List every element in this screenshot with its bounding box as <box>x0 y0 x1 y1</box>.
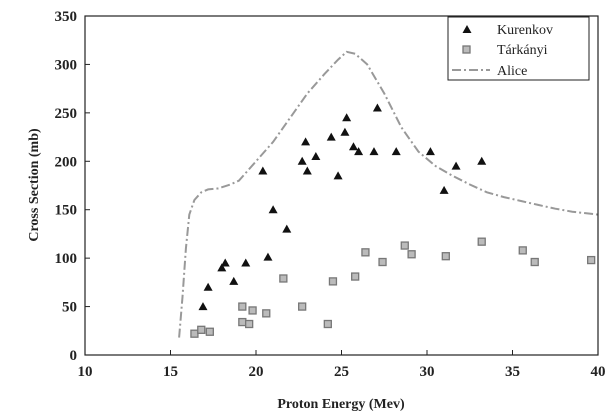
legend-kurenkov-label: Kurenkov <box>497 23 553 38</box>
kurenkov-point <box>348 142 358 151</box>
kurenkov-point <box>369 147 379 156</box>
kurenkov-point <box>326 132 336 141</box>
kurenkov-point <box>372 103 382 112</box>
kurenkov-point <box>297 156 307 165</box>
axis-ticks: 10 15 20 25 30 35 40 0 50 100 150 200 250 300 350 <box>55 9 606 380</box>
kurenkov-point <box>229 276 239 285</box>
y-axis-title: Cross Section (mb) <box>27 128 42 242</box>
tarkanyi-point <box>441 252 450 261</box>
tarkanyi-point <box>407 250 416 259</box>
kurenkov-point <box>258 166 268 175</box>
kurenkov-point <box>451 161 461 170</box>
tarkanyi-point <box>298 302 307 311</box>
x-tick-label: 15 <box>163 364 178 380</box>
tarkanyi-point <box>400 241 409 250</box>
data-points-layer <box>190 103 596 338</box>
tarkanyi-point <box>361 248 370 257</box>
kurenkov-point <box>301 137 311 146</box>
alice-curve <box>178 50 599 338</box>
tarkanyi-point <box>190 329 199 338</box>
tarkanyi-point <box>518 246 527 255</box>
tarkanyi-point <box>328 277 338 286</box>
y-tick-label: 50 <box>62 300 77 316</box>
kurenkov-point <box>333 171 343 180</box>
legend-tarkanyi-marker <box>462 45 471 54</box>
legend-alice-label: Alice <box>497 64 527 79</box>
x-tick-label: 25 <box>334 364 349 380</box>
legend-kurenkov-marker <box>462 25 472 33</box>
tarkanyi-point <box>587 255 596 265</box>
x-tick-label: 10 <box>78 364 93 380</box>
tarkanyi-point <box>238 302 247 311</box>
kurenkov-point <box>220 258 230 267</box>
legend-tarkanyi-label: Tárkányi <box>497 43 548 58</box>
kurenkov-point <box>354 147 364 156</box>
kurenkov-point <box>342 113 352 122</box>
tarkanyi-point <box>248 306 257 315</box>
alice-curve-layer <box>178 50 599 338</box>
kurenkov-point <box>198 302 208 311</box>
tarkanyi-point <box>477 237 486 246</box>
kurenkov-point <box>268 205 278 214</box>
tarkanyi-point <box>351 272 360 281</box>
kurenkov-point <box>340 127 350 136</box>
y-tick-label: 150 <box>55 203 78 219</box>
tarkanyi-point <box>279 274 288 283</box>
tarkanyi-point <box>530 257 539 267</box>
kurenkov-point <box>391 147 401 156</box>
tarkanyi-point <box>197 325 206 334</box>
plot-frame <box>84 15 599 356</box>
y-tick-label: 0 <box>70 348 78 364</box>
tarkanyi-point <box>323 319 332 329</box>
y-tick-label: 300 <box>55 57 78 73</box>
y-tick-label: 350 <box>55 9 78 25</box>
kurenkov-point <box>203 282 213 291</box>
x-axis-title: Proton Energy (Mev) <box>277 397 405 412</box>
kurenkov-point <box>439 185 449 194</box>
tarkanyi-point <box>238 317 247 327</box>
kurenkov-point <box>477 156 487 165</box>
kurenkov-point <box>217 263 227 272</box>
x-tick-label: 30 <box>420 364 435 380</box>
kurenkov-point <box>311 151 321 160</box>
tarkanyi-point <box>378 257 387 267</box>
kurenkov-point <box>282 224 292 233</box>
tarkanyi-point <box>262 309 271 318</box>
y-tick-label: 100 <box>55 251 78 267</box>
kurenkov-point <box>241 258 251 267</box>
kurenkov-point <box>302 166 312 175</box>
x-tick-label: 40 <box>591 364 606 380</box>
legend: Kurenkov Tárkányi Alice <box>447 16 590 81</box>
tarkanyi-point <box>205 327 214 336</box>
x-tick-label: 20 <box>249 364 264 380</box>
y-tick-label: 250 <box>55 106 78 122</box>
kurenkov-point <box>425 147 435 156</box>
kurenkov-point <box>263 252 273 261</box>
x-tick-label: 35 <box>505 364 520 380</box>
tarkanyi-point <box>245 319 254 329</box>
y-tick-label: 200 <box>55 154 78 170</box>
